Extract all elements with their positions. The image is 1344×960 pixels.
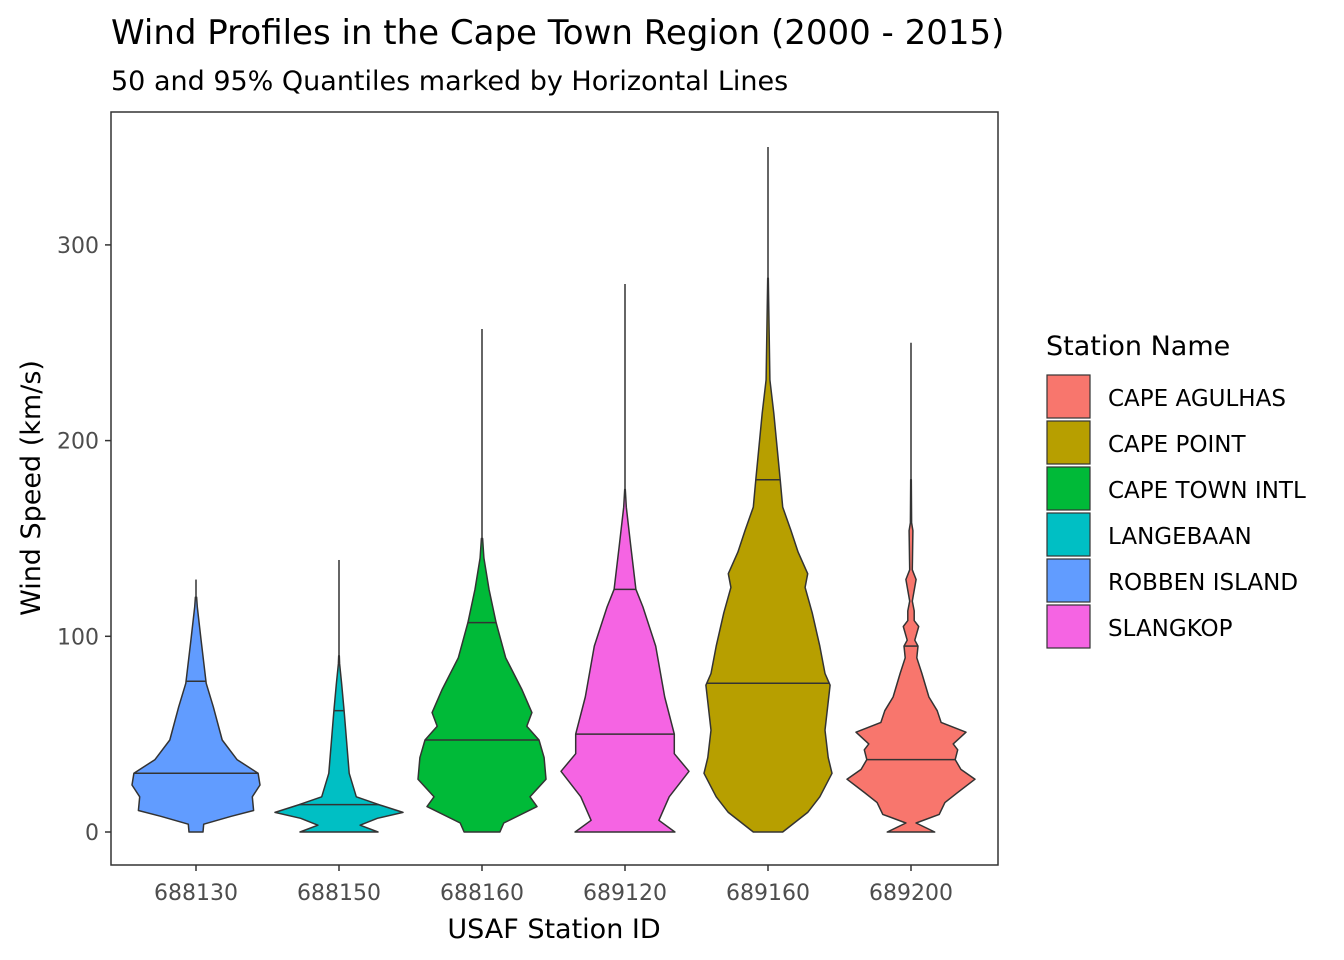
legend-key-swatch — [1046, 420, 1091, 465]
legend-label: CAPE POINT — [1108, 432, 1246, 458]
y-tick-label: 200 — [57, 430, 99, 455]
legend-label: CAPE TOWN INTL — [1108, 478, 1306, 504]
x-tick-label: 688130 — [154, 881, 238, 906]
legend-title: Station Name — [1046, 331, 1230, 362]
legend-key-swatch — [1046, 374, 1091, 419]
legend-label: ROBBEN ISLAND — [1108, 570, 1298, 596]
plot-panel-border — [110, 111, 999, 866]
x-tick-label: 689120 — [583, 881, 667, 906]
legend-label: LANGEBAAN — [1108, 524, 1252, 550]
violin-689160 — [703, 277, 833, 833]
chart-subtitle: 50 and 95% Quantiles marked by Horizonta… — [111, 66, 788, 97]
y-tick-label: 100 — [57, 625, 99, 650]
chart-title: Wind Profiles in the Cape Town Region (2… — [111, 13, 1004, 53]
legend-key-swatch — [1046, 558, 1091, 603]
legend-key-swatch — [1046, 466, 1091, 511]
violin-688160 — [417, 537, 547, 833]
y-tick-label: 0 — [85, 821, 99, 846]
legend-key-swatch — [1046, 512, 1091, 557]
violin-689120 — [560, 488, 690, 833]
legend-key-swatch — [1046, 604, 1091, 649]
violin-689200 — [846, 478, 976, 833]
x-tick-label: 688150 — [297, 881, 381, 906]
x-tick-label: 688160 — [440, 881, 524, 906]
x-tick-label: 689200 — [869, 881, 953, 906]
y-tick-label: 300 — [57, 234, 99, 259]
y-axis-label: Wind Speed (km/s) — [16, 360, 47, 616]
x-axis-label: USAF Station ID — [447, 914, 660, 945]
violin-688150 — [274, 655, 404, 833]
violin-688130 — [131, 596, 261, 833]
x-tick-label: 689160 — [726, 881, 810, 906]
legend-label: SLANGKOP — [1108, 616, 1233, 642]
legend-label: CAPE AGULHAS — [1108, 386, 1286, 412]
